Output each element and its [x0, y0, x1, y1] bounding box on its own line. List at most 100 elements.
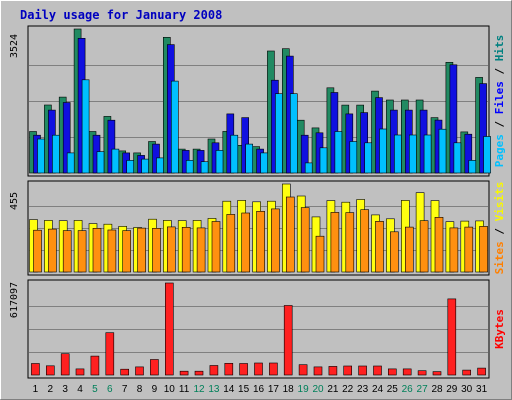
- legend-entry: Pages: [493, 134, 506, 167]
- bar: [75, 368, 85, 376]
- legend-entry: Hits: [493, 35, 506, 62]
- bar: [77, 230, 87, 273]
- bar: [196, 227, 206, 273]
- bar: [319, 147, 328, 174]
- bar: [468, 160, 477, 174]
- bar: [48, 228, 57, 273]
- bar: [419, 220, 429, 273]
- bar: [462, 369, 472, 376]
- legend-entry: /: [493, 221, 506, 241]
- bar: [464, 133, 473, 174]
- bar: [200, 161, 209, 174]
- bar: [447, 298, 457, 376]
- x-tick-label: 19: [298, 384, 310, 395]
- bar: [404, 226, 414, 273]
- x-tick-label: 8: [137, 384, 143, 395]
- x-tick-label: 21: [327, 384, 339, 395]
- bar: [33, 229, 42, 273]
- bar: [92, 228, 102, 273]
- y-max-label: 617097: [9, 282, 20, 318]
- x-tick-label: 1: [33, 384, 39, 395]
- x-tick-label: 3: [62, 384, 68, 395]
- legend-kbytes: KBytes: [493, 309, 506, 349]
- bar: [256, 211, 265, 273]
- bar: [96, 151, 105, 174]
- bar: [285, 196, 295, 273]
- bar: [417, 370, 427, 376]
- legend-visits: Sites / Visits: [493, 182, 506, 275]
- x-axis-labels: 1 2 3 4 5 6 7 8 9 10 11 12 13 14 15 16 17 18 19 20 21 22 23 24 2…: [33, 384, 488, 395]
- x-tick-label: 27: [417, 384, 429, 395]
- series-files: [33, 37, 487, 174]
- bar: [379, 128, 387, 174]
- bar: [345, 212, 355, 273]
- bar: [313, 366, 323, 376]
- bar: [360, 209, 370, 273]
- bar: [269, 362, 278, 376]
- bar: [150, 359, 159, 376]
- x-tick-label: 22: [342, 384, 354, 395]
- bar: [434, 217, 444, 273]
- bar: [432, 371, 442, 376]
- x-tick-label: 6: [107, 384, 113, 395]
- bar: [449, 64, 458, 174]
- bar: [224, 362, 234, 376]
- bar: [52, 134, 60, 174]
- x-tick-label: 5: [92, 384, 98, 395]
- bar: [137, 227, 146, 273]
- bar: [107, 229, 117, 273]
- bar: [260, 152, 268, 174]
- bar: [479, 226, 488, 273]
- x-tick-label: 7: [122, 384, 128, 395]
- x-tick-label: 11: [179, 384, 190, 395]
- bar: [165, 282, 174, 376]
- y-max-label: 3524: [9, 34, 20, 58]
- bar: [349, 141, 358, 174]
- bar: [423, 134, 432, 174]
- bar: [226, 214, 236, 273]
- bar: [298, 364, 308, 376]
- x-tick-label: 28: [431, 384, 443, 395]
- x-tick-label: 31: [476, 384, 488, 395]
- bar: [126, 160, 134, 174]
- bar: [315, 235, 325, 273]
- bar: [209, 365, 219, 376]
- legend-entry: Sites: [493, 241, 506, 274]
- bar: [438, 128, 447, 174]
- series-sites: [33, 196, 488, 273]
- bar: [271, 208, 280, 273]
- bar: [408, 134, 417, 174]
- bar: [241, 212, 250, 273]
- bar: [185, 160, 194, 174]
- legend-entry: Files: [493, 81, 506, 114]
- bar: [62, 230, 72, 273]
- bar: [254, 362, 263, 376]
- x-tick-label: 4: [77, 384, 83, 395]
- bar: [37, 138, 45, 174]
- bar: [179, 370, 189, 376]
- bar: [330, 212, 340, 273]
- bar: [120, 368, 129, 376]
- series-pages: [37, 79, 491, 174]
- bar: [390, 231, 399, 273]
- bar: [479, 83, 487, 174]
- panel-kbytes: 617097 KBytes: [9, 279, 506, 379]
- x-tick-label: 13: [208, 384, 220, 395]
- bar: [239, 363, 248, 376]
- bar: [402, 368, 412, 376]
- panel-visits: 455 Sites / Visits: [9, 180, 506, 276]
- bar: [283, 305, 293, 376]
- bar: [364, 142, 373, 174]
- x-tick-label: 16: [253, 384, 265, 395]
- bar: [373, 365, 382, 376]
- bar: [107, 119, 116, 174]
- bar: [343, 365, 353, 376]
- x-tick-label: 12: [193, 384, 205, 395]
- bar: [453, 142, 462, 174]
- x-tick-label: 9: [152, 384, 158, 395]
- bar: [358, 365, 367, 376]
- bar: [105, 332, 115, 376]
- bar: [328, 366, 338, 376]
